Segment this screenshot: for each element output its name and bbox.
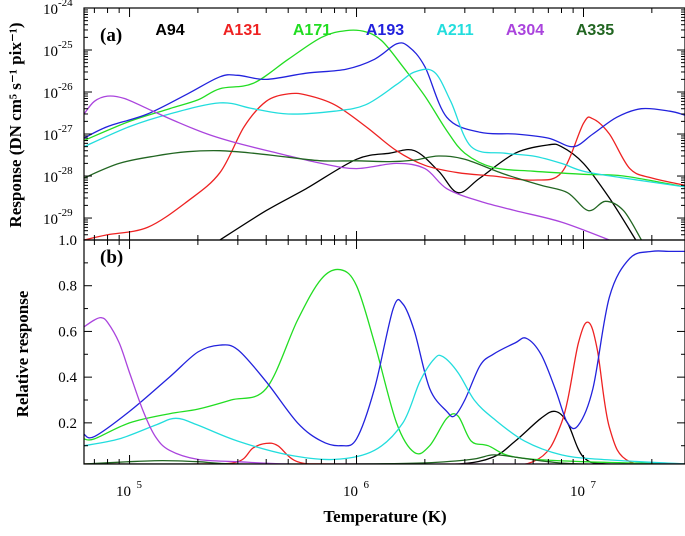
- panel-b-y-axis-title: Relative response: [13, 290, 32, 417]
- panel-b-y-tick-label: 0.6: [58, 324, 77, 340]
- panel-a-y-tick-label: 10: [43, 170, 58, 186]
- x-tick-label-exponent: 7: [591, 479, 597, 491]
- panel-a-y-tick-label-exponent: -24: [58, 0, 73, 9]
- panel-a-y-tick-label: 10: [43, 212, 58, 228]
- x-tick-label-exponent: 6: [364, 479, 370, 491]
- panel-a-y-tick-label-exponent: -26: [58, 81, 73, 93]
- legend-item-a193: A193: [366, 22, 404, 39]
- panel-a-tag: (a): [100, 25, 122, 46]
- x-tick-label: 10: [116, 484, 131, 500]
- panel-b-y-tick-label: 0.8: [58, 279, 77, 295]
- panel-a-series-a94: [219, 143, 637, 240]
- panel-b-series-a193: [84, 250, 685, 447]
- panel-b-series-a94: [84, 410, 685, 464]
- panel-a-y-tick-label-exponent: -29: [58, 207, 73, 219]
- panel-a-y-tick-label-exponent: -25: [58, 39, 73, 51]
- panel-a-series-a131: [84, 92, 685, 240]
- panel-a-series-a335: [84, 149, 642, 240]
- x-tick-label: 10: [570, 484, 585, 500]
- legend-item-a304: A304: [506, 22, 544, 39]
- panel-a-y-tick-label: 10: [43, 86, 58, 102]
- panel-a-y-tick-label: 10: [43, 2, 58, 18]
- legend-item-a171: A171: [293, 22, 331, 39]
- panel-b-y-tick-label: 0.4: [58, 370, 77, 386]
- panel-a-y-tick-label-exponent: -28: [58, 165, 73, 177]
- panel-b-series-a131: [84, 321, 685, 464]
- panel-b-series-a211: [84, 354, 685, 464]
- panel-a: [84, 29, 685, 240]
- panel-b: [84, 250, 685, 464]
- panel-b-series-a304: [84, 316, 685, 464]
- panel-a-series-a211: [84, 68, 685, 188]
- panel-a-y-axis-title: Response (DN cm⁵ s⁻¹ pix⁻¹): [6, 22, 25, 227]
- panel-a-y-tick-label: 10: [43, 128, 58, 144]
- panel-b-frame: [83, 239, 685, 465]
- panel-a-y-tick-label-exponent: -27: [58, 123, 73, 135]
- panel-a-series-a193: [84, 42, 685, 148]
- x-tick-label: 10: [343, 484, 358, 500]
- legend-item-a211: A211: [436, 22, 473, 39]
- x-tick-label-exponent: 5: [137, 479, 143, 491]
- panel-b-tag: (b): [100, 247, 123, 268]
- panel-a-y-tick-label: 10: [43, 44, 58, 60]
- panel-b-y-tick-label: 1.0: [58, 233, 77, 249]
- x-axis-title: Temperature (K): [323, 507, 446, 526]
- legend-item-a131: A131: [223, 22, 261, 39]
- panel-a-series-a171: [84, 29, 685, 188]
- legend-item-a335: A335: [576, 22, 614, 39]
- panel-b-series-a171: [84, 268, 685, 464]
- legend-item-a94: A94: [155, 22, 184, 39]
- panel-b-y-tick-label: 0.2: [58, 416, 77, 432]
